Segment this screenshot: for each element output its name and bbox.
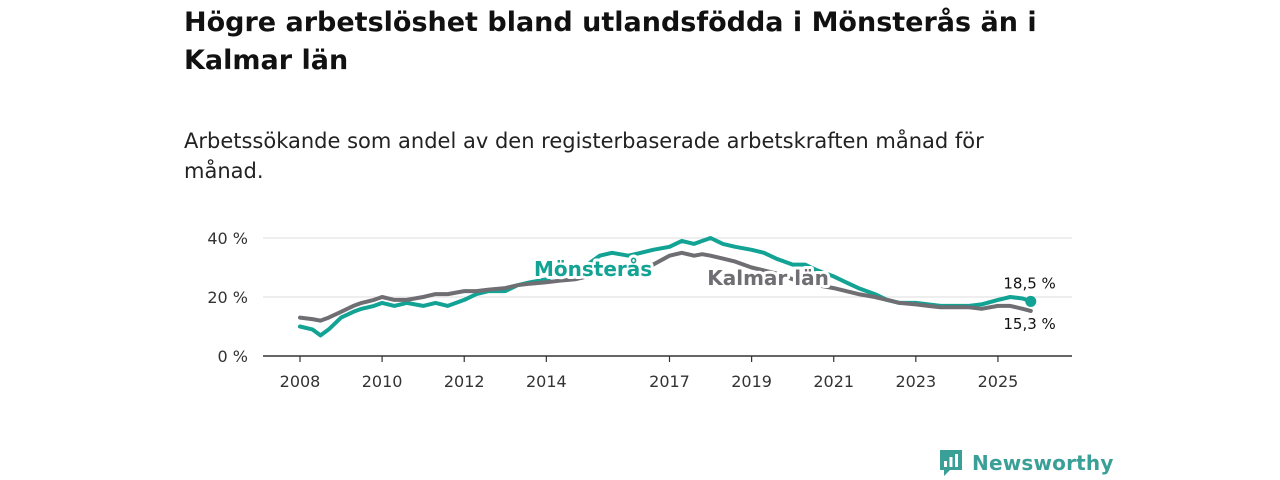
series-end-label: 18,5 % <box>1003 274 1055 292</box>
gridlines <box>263 237 1072 298</box>
series-line-0 <box>298 236 1033 338</box>
series-lines <box>298 236 1033 338</box>
newsworthy-brand: Newsworthy <box>938 448 1114 478</box>
x-tick-label: 2012 <box>444 372 485 391</box>
x-tick-label: 2025 <box>978 372 1019 391</box>
y-tick-label: 40 % <box>207 229 248 248</box>
chart-subtitle: Arbetssökande som andel av den registerb… <box>184 129 984 183</box>
x-tick-label: 2023 <box>895 372 936 391</box>
y-tick-label: 20 % <box>207 288 248 307</box>
y-tick-label: 0 % <box>218 347 248 366</box>
x-tick-label: 2010 <box>362 372 403 391</box>
series-labels: Mönsterås 18,5 % Kalmar län 15,3 % <box>531 254 1056 333</box>
brand-name: Newsworthy <box>972 451 1114 475</box>
x-tick-label: 2017 <box>649 372 690 391</box>
series-label: Kalmar län <box>707 266 829 290</box>
x-tick-label: 2014 <box>526 372 567 391</box>
x-tick-label: 2021 <box>813 372 854 391</box>
axes: 0 % 20 % 40 % 2008 2010 2012 2014 2017 2019 2021 2… <box>207 229 1072 391</box>
x-tick-label: 2008 <box>280 372 321 391</box>
series-end-label: 15,3 % <box>1003 315 1055 333</box>
x-tick-label: 2019 <box>731 372 772 391</box>
series-label: Mönsterås <box>534 257 652 281</box>
chart-title: Högre arbetslöshet bland utlandsfödda i … <box>184 7 1037 76</box>
newsworthy-logo-icon <box>940 450 962 476</box>
series-end-marker <box>1025 295 1037 307</box>
series-line-1 <box>298 250 1033 323</box>
